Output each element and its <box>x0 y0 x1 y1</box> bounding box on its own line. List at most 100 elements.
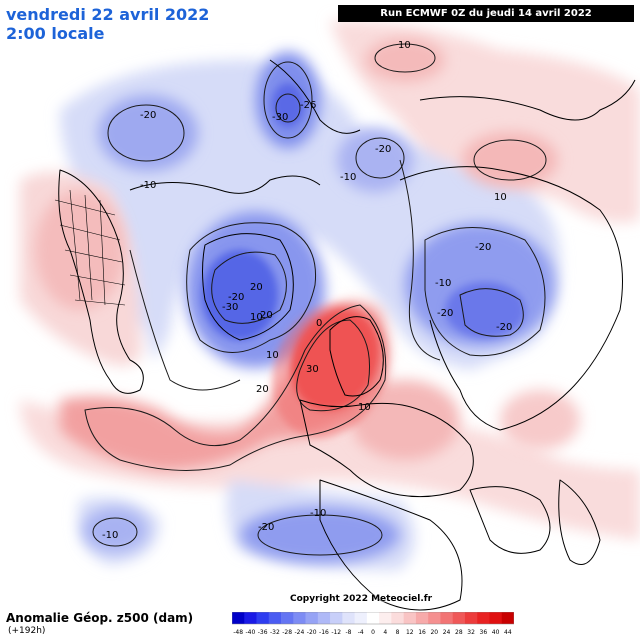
contour-n-inner <box>275 93 301 123</box>
legend-tick-label: 12 <box>406 629 414 636</box>
contour-nw <box>107 104 185 162</box>
contour-label: 10 <box>494 192 507 203</box>
contour-ne-positive <box>473 139 547 181</box>
coast-alaska <box>269 59 361 134</box>
contour-label: -10 <box>435 278 451 289</box>
contour-label: -20 <box>228 292 244 303</box>
negative-anomaly-south <box>240 507 400 563</box>
contour-label: 10 <box>398 40 411 51</box>
contour-lines <box>84 43 547 556</box>
legend-swatch <box>281 612 294 624</box>
legend-swatch <box>366 612 380 624</box>
legend-swatch <box>330 612 343 624</box>
strong-negative-n <box>272 83 304 127</box>
contour-siberia-inner <box>459 288 524 337</box>
legend-swatch <box>379 612 392 624</box>
legend-swatch <box>244 612 257 624</box>
strong-negative-siberia <box>445 282 525 338</box>
contour-label: -20 <box>475 242 491 253</box>
coastlines <box>58 59 636 611</box>
contour-greenland-inner <box>211 251 287 324</box>
legend-swatch <box>342 612 355 624</box>
positive-anomaly-n <box>365 38 445 82</box>
contour-siberia-outer <box>424 227 546 357</box>
contour-label: -20 <box>375 144 391 155</box>
contour-n-positive <box>374 43 436 73</box>
contour-label: -10 <box>310 508 326 519</box>
contour-label: 20 <box>256 384 269 395</box>
legend-swatch <box>440 612 453 624</box>
contour-label: 10 <box>266 350 279 361</box>
legend-swatch <box>293 612 306 624</box>
contour-label: -20 <box>140 110 156 121</box>
negative-anomaly-nw <box>98 95 198 171</box>
coast-europe <box>299 399 474 498</box>
legend-tick-label: -4 <box>358 629 364 636</box>
legend-swatch <box>501 612 514 624</box>
legend-swatch <box>354 612 368 624</box>
legend-tick-label: -12 <box>331 629 341 636</box>
coast-north-america <box>58 169 144 394</box>
legend-tick-label: -32 <box>270 629 280 636</box>
copyright-notice: Copyright 2022 Meteociel.fr <box>290 594 433 604</box>
positive-anomaly-europe <box>350 380 460 460</box>
legend-tick-label: 32 <box>467 629 475 636</box>
legend-tick-label: -40 <box>245 629 255 636</box>
contour-label: 0 <box>316 318 322 329</box>
contour-label: -30 <box>272 112 288 123</box>
contour-label: -20 <box>258 522 274 533</box>
contour-label: -10 <box>140 180 156 191</box>
legend-tick-label: 24 <box>443 629 451 636</box>
legend-tick-label: -24 <box>295 629 305 636</box>
legend-tick-label: 20 <box>430 629 438 636</box>
legend-tick-label: -28 <box>282 629 292 636</box>
contour-zero-east <box>399 159 441 361</box>
legend-swatch <box>403 612 417 624</box>
legend-tick-label: 36 <box>480 629 488 636</box>
contour-label: -30 <box>222 302 238 313</box>
contour-labels: 10 -26 -30 -20 -20 -10 20 -10 -20 10 -10… <box>102 40 512 541</box>
coast-africa <box>319 479 463 611</box>
legend-swatch <box>464 612 478 624</box>
legend-tick-label: 16 <box>418 629 426 636</box>
contour-label: -10 <box>340 172 356 183</box>
model-run-banner: Run ECMWF 0Z du jeudi 14 avril 2022 <box>338 5 634 22</box>
legend-border <box>232 612 514 625</box>
legend-tick-label: 8 <box>396 629 400 636</box>
contour-label: -20 <box>496 322 512 333</box>
coast-siberia-north <box>419 79 636 121</box>
contour-n-outer <box>263 61 313 139</box>
legend-tick-label: 40 <box>492 629 500 636</box>
legend-swatch <box>428 612 441 624</box>
contour-positive-outer <box>84 304 387 471</box>
strong-negative-greenland <box>202 250 278 340</box>
contour-label: 20 <box>260 310 273 321</box>
legend-tick-label: -36 <box>258 629 268 636</box>
legend-tick-label: -16 <box>319 629 329 636</box>
forecast-date: vendredi 22 avril 2022 <box>6 5 210 24</box>
legend-tick-label: -8 <box>345 629 351 636</box>
legend-swatch <box>268 612 282 624</box>
positive-anomaly-west <box>35 190 125 310</box>
legend-swatch <box>415 612 429 624</box>
positive-anomaly-ne <box>462 132 558 188</box>
coast-india <box>558 479 601 565</box>
contour-label: -20 <box>437 308 453 319</box>
map-title: Anomalie Géop. z500 (dam) <box>6 611 194 625</box>
legend-swatch <box>391 612 404 624</box>
contour-ne <box>355 137 405 179</box>
coast-greenland <box>202 233 294 341</box>
us-state-borders <box>54 189 126 306</box>
legend-swatch <box>317 612 331 624</box>
color-scale-legend: -48 -40 -36 -32 -28 -24 -20 -16 -12 -8 -4 0 4 8 12 16 20… <box>232 612 514 636</box>
legend-swatch <box>452 612 466 624</box>
legend-tick-label: 4 <box>383 629 387 636</box>
coast-asia <box>399 166 623 431</box>
legend-tick-label: 0 <box>371 629 375 636</box>
contour-label: 20 <box>250 282 263 293</box>
contour-label: 10 <box>250 312 263 323</box>
coast-arctic-canada <box>129 175 321 194</box>
forecast-lead-time: (+192h) <box>8 626 46 636</box>
negative-anomaly-ne <box>337 128 413 192</box>
legend-tick-label: 28 <box>455 629 463 636</box>
